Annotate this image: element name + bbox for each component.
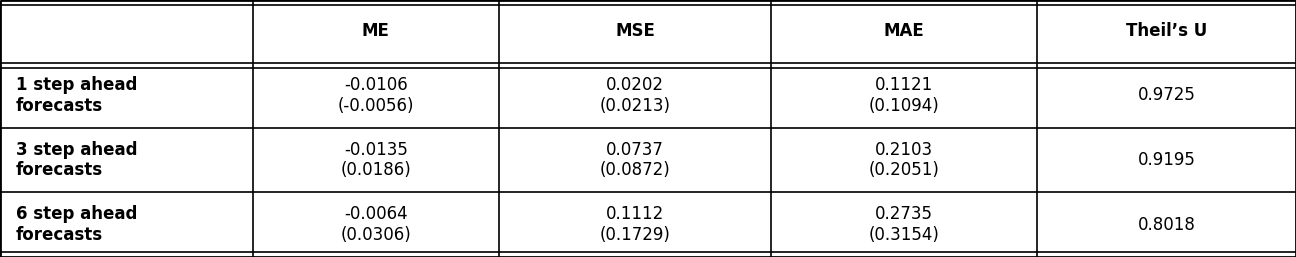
Bar — [499, 192, 771, 257]
Text: 0.1121
(0.1094): 0.1121 (0.1094) — [868, 76, 940, 115]
Bar — [771, 192, 1037, 257]
Bar — [499, 128, 771, 192]
Text: 0.1112
(0.1729): 0.1112 (0.1729) — [600, 205, 670, 244]
Text: 0.9725: 0.9725 — [1138, 86, 1195, 104]
Bar — [771, 0, 1037, 63]
Bar — [0, 63, 253, 128]
Bar — [1037, 128, 1296, 192]
Bar — [499, 63, 771, 128]
Bar — [771, 128, 1037, 192]
Text: 0.2103
(0.2051): 0.2103 (0.2051) — [868, 141, 940, 179]
Text: 0.9195: 0.9195 — [1138, 151, 1195, 169]
Bar — [1037, 0, 1296, 63]
Bar — [253, 63, 499, 128]
Bar — [0, 192, 253, 257]
Bar — [253, 192, 499, 257]
Bar — [253, 128, 499, 192]
Text: ME: ME — [362, 22, 390, 41]
Text: 0.8018: 0.8018 — [1138, 216, 1195, 234]
Text: MAE: MAE — [884, 22, 924, 41]
Bar — [771, 63, 1037, 128]
Text: 1 step ahead
forecasts: 1 step ahead forecasts — [16, 76, 137, 115]
Bar — [0, 0, 253, 63]
Text: 0.2735
(0.3154): 0.2735 (0.3154) — [868, 205, 940, 244]
Bar — [253, 0, 499, 63]
Text: 0.0202
(0.0213): 0.0202 (0.0213) — [600, 76, 670, 115]
Text: -0.0106
(-0.0056): -0.0106 (-0.0056) — [337, 76, 415, 115]
Text: MSE: MSE — [616, 22, 654, 41]
Text: 6 step ahead
forecasts: 6 step ahead forecasts — [16, 205, 137, 244]
Text: -0.0135
(0.0186): -0.0135 (0.0186) — [341, 141, 411, 179]
Bar — [499, 0, 771, 63]
Bar — [0, 128, 253, 192]
Text: -0.0064
(0.0306): -0.0064 (0.0306) — [341, 205, 411, 244]
Text: 3 step ahead
forecasts: 3 step ahead forecasts — [16, 141, 137, 179]
Bar — [1037, 63, 1296, 128]
Bar — [1037, 192, 1296, 257]
Text: Theil’s U: Theil’s U — [1126, 22, 1207, 41]
Text: 0.0737
(0.0872): 0.0737 (0.0872) — [600, 141, 670, 179]
